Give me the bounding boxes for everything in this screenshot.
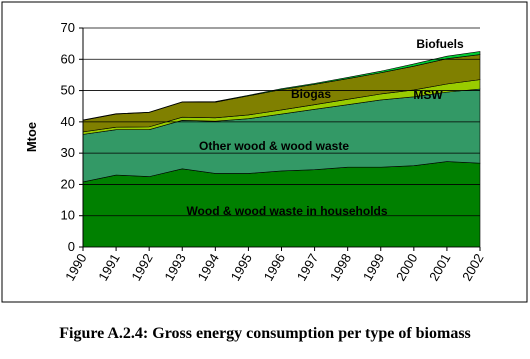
- y-tick-label: 20: [61, 176, 75, 191]
- y-tick-label: 50: [61, 83, 75, 98]
- y-axis-label: Mtoe: [24, 122, 39, 152]
- y-tick-label: 70: [61, 20, 75, 35]
- area: [82, 51, 481, 121]
- caption: Figure A.2.4: Gross energy consumption p…: [59, 325, 471, 342]
- y-tick-label: 0: [68, 239, 75, 254]
- y-tick-label: 60: [61, 51, 75, 66]
- y-tick-label: 10: [61, 208, 75, 223]
- series-label: MSW: [413, 88, 443, 102]
- series-label: Biofuels: [416, 37, 464, 51]
- series-label: Biogas: [291, 87, 331, 101]
- series-label: Wood & wood waste in households: [186, 204, 387, 218]
- y-tick-label: 30: [61, 145, 75, 160]
- y-tick-label: 40: [61, 114, 75, 129]
- series-label: Other wood & wood waste: [199, 139, 349, 153]
